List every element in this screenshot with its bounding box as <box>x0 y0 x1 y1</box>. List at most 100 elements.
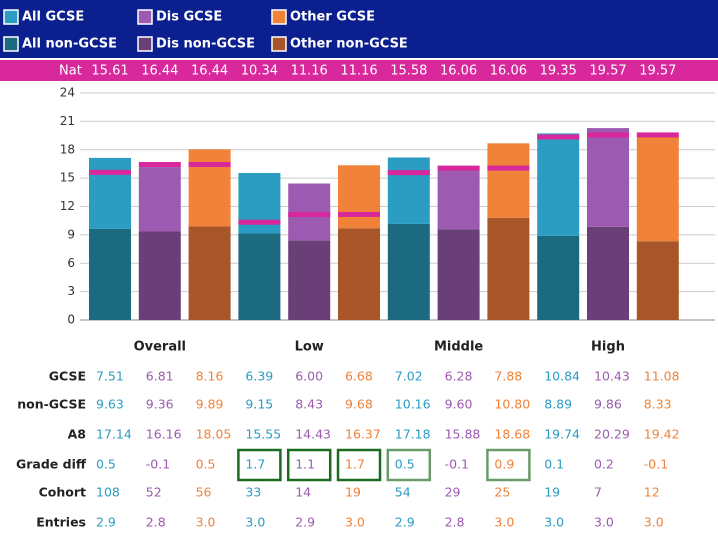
table-cell: 2.8 <box>146 515 166 530</box>
nat-value: 16.44 <box>141 64 178 79</box>
table-cell: 9.68 <box>345 397 373 412</box>
bar-non-gcse <box>587 226 629 320</box>
nat-marker <box>487 165 530 171</box>
nat-marker <box>188 162 231 168</box>
table-cell: 17.18 <box>395 427 431 442</box>
table-cell: 9.36 <box>146 397 174 412</box>
bar-gcse <box>487 143 530 218</box>
nat-value: 16.06 <box>440 64 477 79</box>
bar-gcse <box>537 133 580 236</box>
table-cell: 18.05 <box>196 427 232 442</box>
cell-box <box>286 448 332 482</box>
nat-value: 10.34 <box>241 64 278 79</box>
table-cell: 20.29 <box>594 427 630 442</box>
y-tick-label: 15 <box>60 171 75 185</box>
table-cell: 1.7 <box>245 457 265 472</box>
nat-marker <box>636 132 679 138</box>
table-cell: 2.9 <box>295 515 315 530</box>
legend-swatch <box>137 9 153 25</box>
table-cell: 0.9 <box>494 457 514 472</box>
legend-label: Other GCSE <box>290 10 375 25</box>
table-cell: 3.0 <box>245 515 265 530</box>
table-cell: 56 <box>196 485 212 500</box>
table-cell: 7.02 <box>395 369 423 384</box>
table-cell: -0.1 <box>146 457 170 472</box>
table-cell: 3.0 <box>594 515 614 530</box>
nat-marker <box>338 211 380 217</box>
nat-value: 19.57 <box>639 64 676 79</box>
y-tick-label: 6 <box>67 256 75 270</box>
table-cell: 6.68 <box>345 369 373 384</box>
nat-value: 11.16 <box>291 64 328 79</box>
group-label: Low <box>295 340 324 355</box>
table-cell: 11.08 <box>644 369 680 384</box>
table-cell: -0.1 <box>644 457 668 472</box>
table-cell: 7 <box>594 485 602 500</box>
table-cell: 10.80 <box>494 397 530 412</box>
legend-label: All non-GCSE <box>22 37 117 52</box>
nat-value: 16.06 <box>490 64 527 79</box>
table-cell: 14 <box>295 485 311 500</box>
row-label: Grade diff <box>16 457 87 472</box>
bar-non-gcse <box>238 233 281 320</box>
nat-value: 19.57 <box>589 64 626 79</box>
table-cell: 16.16 <box>146 427 182 442</box>
table-cell: 6.28 <box>445 369 473 384</box>
y-tick-label: 21 <box>60 114 75 128</box>
nat-marker <box>587 132 629 138</box>
table-cell: 0.2 <box>594 457 614 472</box>
table-cell: 3.0 <box>345 515 365 530</box>
table-cell: 2.8 <box>445 515 465 530</box>
row-label: GCSE <box>49 369 86 384</box>
bar-gcse <box>288 183 331 241</box>
nat-value: 19.35 <box>540 64 577 79</box>
table-cell: 18.68 <box>494 427 530 442</box>
table-cell: 14.43 <box>295 427 331 442</box>
table-cell: 9.89 <box>196 397 224 412</box>
table-cell: 3.0 <box>544 515 564 530</box>
y-tick-label: 24 <box>60 86 75 100</box>
table-cell: 9.86 <box>594 397 622 412</box>
table-cell: 29 <box>445 485 461 500</box>
table-cell: 0.5 <box>395 457 415 472</box>
cell-box <box>336 448 382 482</box>
legend-swatch <box>3 9 19 25</box>
legend-swatch <box>271 36 287 52</box>
table-cell: 8.43 <box>295 397 323 412</box>
nat-marker <box>89 169 131 175</box>
table-cell: 1.7 <box>345 457 365 472</box>
table-cell: 7.51 <box>96 369 124 384</box>
table-cell: 10.84 <box>544 369 580 384</box>
legend-label: Dis non-GCSE <box>156 37 255 52</box>
bar-gcse <box>587 128 629 227</box>
cell-box <box>486 448 531 482</box>
table-cell: 2.9 <box>96 515 116 530</box>
table-cell: 6.00 <box>295 369 323 384</box>
legend-label: Other non-GCSE <box>290 37 408 52</box>
nat-value: 11.16 <box>340 64 377 79</box>
y-tick-label: 12 <box>60 199 75 213</box>
table-cell: 10.43 <box>594 369 630 384</box>
cell-box <box>386 448 432 482</box>
bar-non-gcse <box>487 217 530 320</box>
bar-non-gcse <box>338 228 380 320</box>
table-cell: 3.0 <box>644 515 664 530</box>
group-label: Middle <box>434 340 483 355</box>
table-cell: 9.60 <box>445 397 473 412</box>
table-cell: 7.88 <box>494 369 522 384</box>
legend-swatch <box>137 36 153 52</box>
row-label: Cohort <box>39 485 86 500</box>
nat-value: 15.58 <box>390 64 427 79</box>
table-cell: 0.5 <box>196 457 216 472</box>
table-cell: 3.0 <box>196 515 216 530</box>
table-cell: 15.88 <box>445 427 481 442</box>
bar-gcse <box>338 165 380 229</box>
bar-non-gcse <box>437 229 480 320</box>
y-tick-label: 9 <box>67 227 75 241</box>
bar-non-gcse <box>537 235 580 320</box>
nat-value: 15.61 <box>91 64 128 79</box>
bar-non-gcse <box>636 241 679 320</box>
nat-marker <box>288 211 331 217</box>
row-label: Entries <box>36 515 86 530</box>
